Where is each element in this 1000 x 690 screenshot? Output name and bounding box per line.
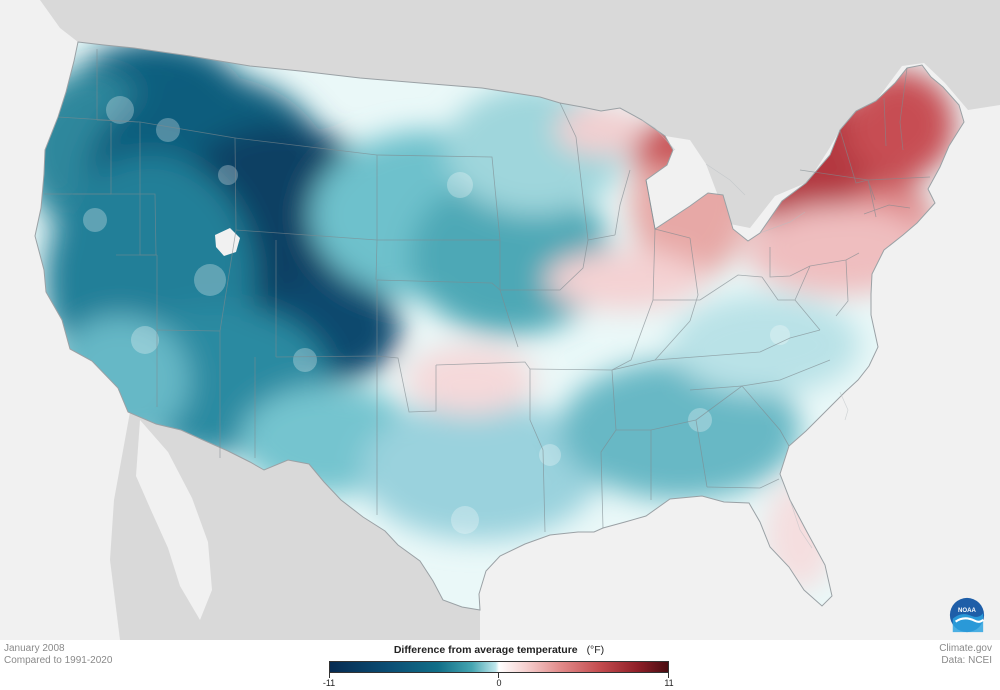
legend-tick-mid [498, 673, 499, 678]
legend-tick-max [668, 673, 669, 678]
credits-block: Climate.gov Data: NCEI [939, 643, 992, 667]
caption-block: January 2008 Compared to 1991-2020 [4, 643, 112, 667]
gulf-of-california [136, 420, 212, 620]
legend-tick-min [329, 673, 330, 678]
credit-data: Data: NCEI [941, 655, 992, 666]
state-borders [44, 49, 931, 533]
legend-max-label: 11 [664, 678, 674, 688]
footer: January 2008 Compared to 1991-2020 Diffe… [0, 640, 1000, 690]
legend-mid-label: 0 [496, 678, 502, 688]
legend-unit: (°F) [586, 644, 605, 656]
caption-baseline: Compared to 1991-2020 [4, 655, 113, 666]
legend-labels: -11 0 11 [323, 678, 674, 688]
legend-ticks [329, 673, 669, 679]
canada-land [0, 0, 1000, 228]
caption-month: January 2008 [4, 643, 65, 654]
legend-title-row: Difference from average temperature (°F) [329, 644, 669, 656]
temperature-map [0, 0, 1000, 640]
legend: Difference from average temperature (°F)… [323, 644, 674, 688]
noaa-logo: NOAA [949, 597, 985, 633]
legend-color-bar [329, 661, 669, 673]
credit-site: Climate.gov [939, 643, 992, 654]
great-salt-lake [215, 228, 240, 256]
legend-title: Difference from average temperature [393, 644, 578, 656]
noaa-logo-text: NOAA [958, 607, 977, 614]
map-area: NOAA [0, 0, 1000, 640]
legend-min-label: -11 [322, 678, 336, 688]
coastline-detail [641, 119, 849, 549]
